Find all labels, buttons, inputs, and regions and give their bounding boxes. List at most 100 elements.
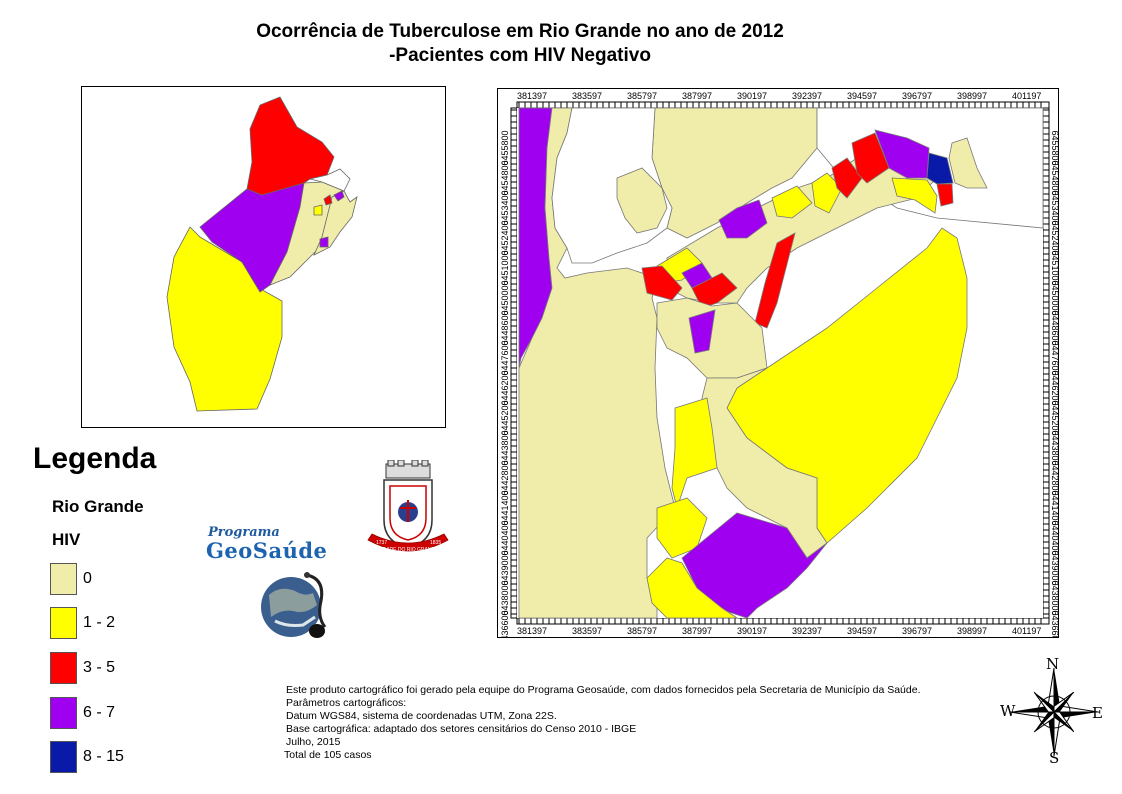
y-coordinate-label: 6451000 [1050,250,1059,285]
y-coordinate-label: 6438000 [500,580,510,615]
ruler-ticks [511,102,1049,624]
y-coordinate-label: 6442800 [500,460,510,495]
credits-line: Base cartográfica: adaptado dos setores … [286,723,637,735]
y-coordinate-label: 6440400 [1050,520,1059,555]
main-map: 381397 381397 383597 383597 385797 385797 3879… [497,88,1060,646]
legend-label: 8 - 15 [83,748,124,765]
inset-map-svg [166,96,358,412]
y-coordinate-label: 6447600 [1050,340,1059,375]
y-coordinate-label: 6438000 [1050,580,1059,615]
globe-stethoscope-icon [261,572,327,638]
y-coordinate-label: 6448600 [1050,310,1059,345]
x-coordinate-label: 381397 [517,626,547,636]
x-coordinate-label: 398997 [957,626,987,636]
credits-line: Datum WGS84, sistema de coordenadas UTM,… [286,710,557,722]
legend-item-2: 3 - 5 [50,651,115,685]
legend-label: 1 - 2 [83,614,116,631]
region-red-1 [641,265,683,301]
map-title: Ocorrência de Tuberculose em Rio Grande … [180,20,860,68]
x-coordinate-label: 401197 [1012,626,1041,636]
x-coordinate-label: 383597 [572,91,602,101]
credits-line: Julho, 2015 [286,736,341,748]
y-coordinate-label: 6446200 [1050,370,1059,405]
x-coordinate-label: 385797 [627,626,657,636]
y-coordinate-label: 6445200 [1050,400,1059,435]
title-line-2: -Pacientes com HIV Negativo [389,45,651,66]
y-coordinate-label: 6436600 [500,610,510,638]
y-coordinate-label: 6453400 [500,190,510,225]
y-coordinate-label: 6452400 [1050,220,1059,255]
legend-heading: Legenda [33,442,157,475]
legend-swatch [50,607,77,639]
main-map-svg: 381397 381397 383597 383597 385797 385797 3879… [497,88,1060,646]
credits-line: Parâmetros cartográficos: [286,697,407,709]
y-coordinate-label: 6441400 [1050,490,1059,525]
y-coordinate-label: 6450000 [1050,280,1059,315]
inset-region-bay [309,168,351,192]
y-coordinate-label: 6441400 [500,490,510,525]
y-coordinate-label: 6445200 [500,400,510,435]
legend-swatch [50,563,77,595]
y-coordinate-label: 6442800 [1050,460,1059,495]
region-red-north [851,132,890,184]
legend-swatch [50,741,77,773]
y-coordinate-label: 6453400 [1050,190,1059,225]
y-coordinate-label: 6455800 [1050,130,1059,165]
y-coordinate-label: 6454800 [500,160,510,195]
legend-label: 0 [83,570,92,587]
legend-label: 3 - 5 [83,659,116,676]
legend-swatch [50,697,77,729]
region-bay-island [616,167,668,234]
region-blue [926,152,954,185]
title-line-1: Ocorrência de Tuberculose em Rio Grande … [256,21,784,42]
legend-item-4: 8 - 15 [50,740,124,774]
y-coordinate-label: 6451000 [500,250,510,285]
x-coordinate-label: 390197 [737,91,767,101]
x-coordinate-label: 392397 [792,91,822,101]
y-coordinate-label: 6448600 [500,310,510,345]
crest-year-left: 1737 [376,540,387,546]
x-coordinate-label: 396797 [902,91,932,101]
crest-motto: CIDADE DO RIO GRANDE [378,547,440,553]
x-coordinate-label: 387997 [682,626,712,636]
y-coordinate-label: 6452400 [500,220,510,255]
city-crest-icon: CIDADE DO RIO GRANDE 1737 1835 [367,460,449,553]
y-coordinate-label: 6447600 [500,340,510,375]
compass-west: W [1000,702,1016,720]
legend-label: 6 - 7 [83,704,116,721]
compass-east: E [1092,704,1103,722]
x-coordinate-label: 394597 [847,626,877,636]
x-coordinate-label: 396797 [902,626,932,636]
y-coordinate-label: 6454800 [1050,160,1059,195]
y-coordinate-label: 6450000 [500,280,510,315]
y-coordinate-label: 6455800 [500,130,510,165]
map-credits: Este produto cartográfico foi gerado pel… [284,684,921,762]
x-coordinate-label: 390197 [737,626,767,636]
y-coordinate-label: 6436600 [1050,610,1059,638]
x-coordinate-label: 401197 [1012,91,1041,101]
x-coordinate-label: 392397 [792,626,822,636]
credits-line: Este produto cartográfico foi gerado pel… [286,684,921,696]
inset-map [81,86,446,428]
x-coordinate-label: 385797 [627,91,657,101]
legend-item-0: 0 [50,562,92,596]
x-coordinate-label: 387997 [682,91,712,101]
legend-item-1: 1 - 2 [50,606,115,640]
region-red-diagonal [754,232,796,329]
logo-program-text: Programa [208,525,280,540]
crest-year-right: 1835 [430,540,441,546]
y-coordinate-label: 6443800 [500,430,510,465]
y-coordinate-label: 6446200 [500,370,510,405]
geosaude-logo: Programa GeoSaúde [206,525,354,563]
compass-south: S [1049,749,1060,767]
coordinate-labels: 381397 381397 383597 383597 385797 385797 3879… [500,91,1060,646]
legend-field-name: HIV [52,530,81,549]
credits-total: Total de 105 casos [284,749,372,761]
map-content [517,107,1044,619]
compass-rose-icon [1009,667,1099,757]
x-coordinate-label: 383597 [572,626,602,636]
y-coordinate-label: 6439000 [500,550,510,585]
legend-swatch [50,652,77,684]
legend-item-3: 6 - 7 [50,696,115,730]
x-coordinate-label: 394597 [847,91,877,101]
